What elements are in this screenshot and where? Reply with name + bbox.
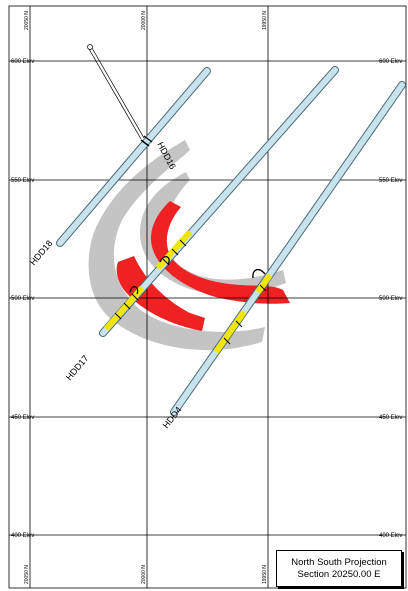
hdd16-collar (87, 44, 93, 50)
northing-gridlines (29, 6, 269, 588)
elev-label-right-450: 450 Elev (379, 415, 402, 421)
elev-label-left-400: 400 Elev (11, 533, 34, 539)
drillhole-hdd18 (56, 67, 211, 247)
hdd17-intercept-upper (155, 230, 193, 270)
elev-label-left-600: 600 Elev (11, 59, 34, 65)
elev-label-left-550: 550 Elev (11, 178, 34, 184)
north-label-bottom-20000: 20000 N (141, 565, 147, 584)
label-hdd17: HDD17 (64, 353, 91, 382)
elev-label-right-600: 600 Elev (379, 59, 402, 65)
northing-labels-top: 20050 N 20000 N 19950 N (24, 11, 268, 30)
elev-label-right-550: 550 Elev (379, 178, 402, 184)
label-hdd4: HDD4 (161, 405, 184, 430)
elev-label-right-400: 400 Elev (379, 533, 402, 539)
drillhole-hdd17 (99, 66, 339, 337)
elev-label-left-500: 500 Elev (11, 296, 34, 302)
elev-label-left-450: 450 Elev (11, 415, 34, 421)
elevation-labels-left: 600 Elev 550 Elev 500 Elev 450 Elev 400 … (11, 59, 34, 539)
section-title-box: North South Projection Section 20250.00 … (276, 550, 402, 587)
northing-labels-bottom: 20050 N 20000 N 19950 N (24, 565, 268, 584)
hdd4-intercept-upper (255, 273, 273, 294)
north-label-bottom-20050: 20050 N (24, 565, 30, 584)
elev-label-right-500: 500 Elev (379, 296, 402, 302)
hdd17-intercept-lower (103, 286, 145, 331)
north-label-top-19950: 19950 N (262, 11, 268, 30)
ore-zone-right (150, 201, 290, 304)
hdd4-intercept-lower (213, 310, 247, 354)
drillhole-hdd16 (87, 44, 145, 140)
elevation-gridlines (9, 60, 406, 536)
label-hdd18: HDD18 (28, 238, 55, 267)
alteration-halo-upper (88, 140, 265, 351)
elevation-labels-right: 600 Elev 550 Elev 500 Elev 450 Elev 400 … (379, 59, 402, 539)
section-title-line2: Section 20250.00 E (297, 568, 381, 580)
plot-frame (8, 5, 407, 589)
section-title-line1: North South Projection (291, 556, 387, 568)
hdd18-intercept-mark (140, 139, 150, 147)
drillhole-hdd4 (170, 81, 406, 416)
ore-zone-left (116, 256, 205, 331)
north-label-bottom-19950: 19950 N (262, 565, 268, 584)
north-label-top-20050: 20050 N (24, 11, 30, 30)
north-label-top-20000: 20000 N (141, 11, 147, 30)
